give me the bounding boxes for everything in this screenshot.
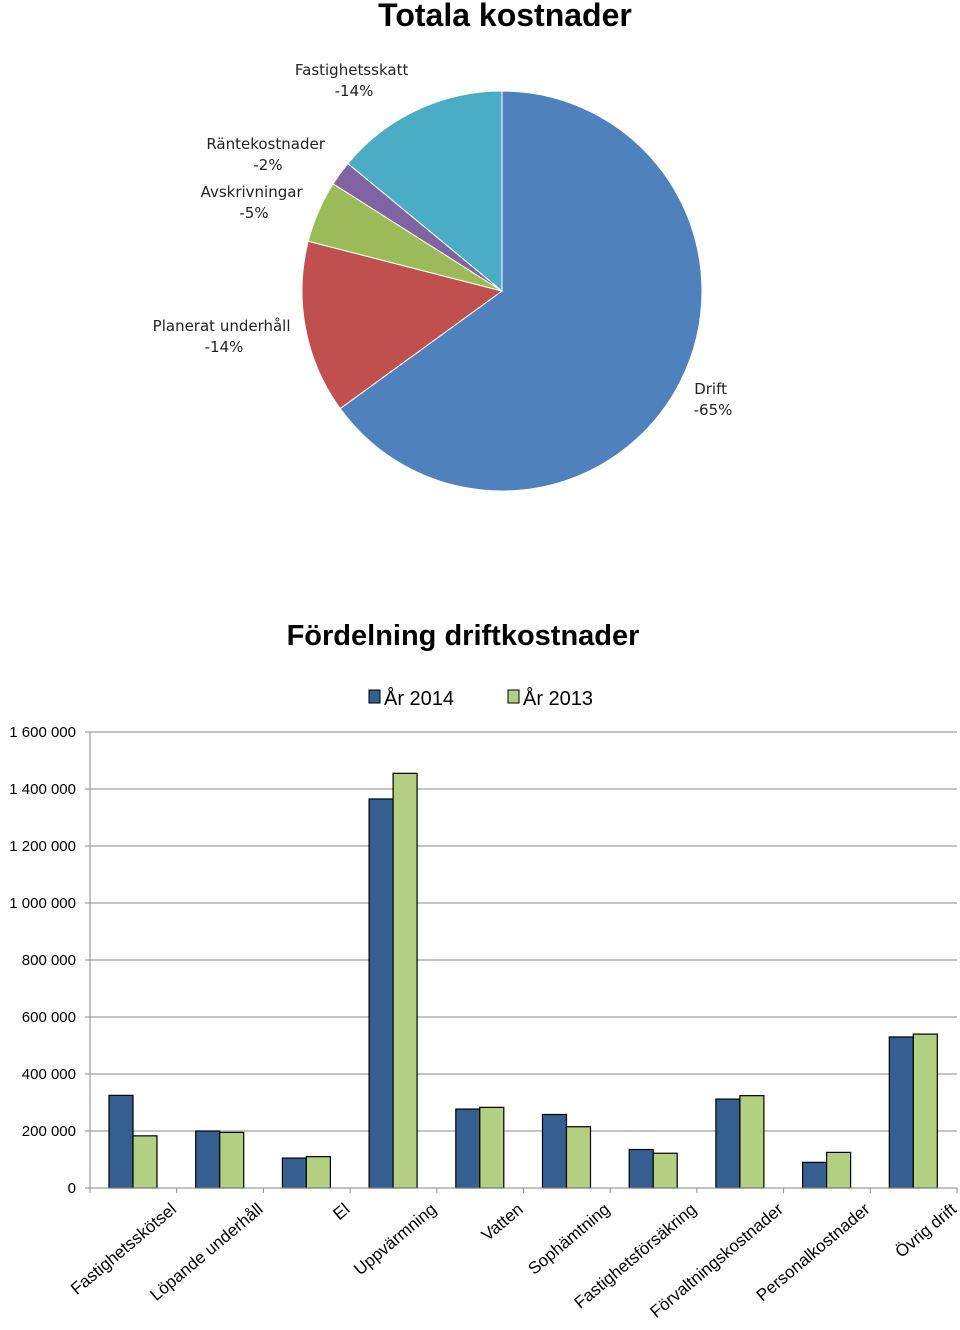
x-label-el: El (330, 1200, 354, 1224)
pie-title: Totala kostnader (378, 0, 632, 33)
pie-label-avskrivningar: Avskrivningar -5% (201, 183, 308, 222)
legend: År 2014 År 2013 (368, 687, 593, 710)
x-label-lopande-underhall: Löpande underhåll (147, 1200, 267, 1305)
x-label-sophamtning: Sophämtning (524, 1200, 613, 1279)
legend-swatch-2013 (507, 689, 520, 704)
pie-label-fastighetsskatt: Fastighetsskatt -14% (295, 61, 413, 100)
x-label-personalkostnader: Personalkostnader (753, 1199, 874, 1305)
bar-ar-2014-fastighetsforsakring (628, 1148, 654, 1189)
bar-ar-2014-personalkostnader (801, 1161, 828, 1189)
bar-ar-2013-ovrig-drift (912, 1033, 938, 1189)
bar-ar-2013-sophamtning (565, 1126, 592, 1189)
y-tick-label: 400 000 (22, 1066, 76, 1083)
y-tick-label: 1 600 000 (9, 724, 76, 741)
y-tick-label: 1 400 000 (9, 781, 76, 798)
bar-ar-2014-uppvarmning (368, 798, 394, 1189)
pie-chart: Totala kostnader Fastighetsskatt -14% Rä… (153, 0, 733, 492)
bar-ar-2013-el (305, 1156, 331, 1189)
y-tick-label: 800 000 (22, 952, 76, 969)
bar-ar-2013-fastighetsforsakring (652, 1152, 678, 1189)
legend-label-2014: År 2014 (384, 687, 454, 710)
pie-slice-drift (339, 90, 703, 492)
x-label-fastighetsforsakring: Fastighetsförsäkring (571, 1200, 700, 1313)
bar-ar-2013-lopande-underhall (219, 1131, 245, 1189)
x-label-fastighetsskotsel: Fastighetsskötsel (67, 1200, 180, 1299)
bar-ar-2014-ovrig-drift (888, 1036, 914, 1189)
bar-ar-2013-uppvarmning (392, 772, 418, 1189)
pie-label-rantekostnader: Räntekostnader -2% (206, 135, 329, 174)
pie-label-drift: Drift -65% (694, 380, 733, 419)
pie-slice-fastighetsskatt (347, 90, 503, 293)
legend-swatch-2014 (368, 689, 381, 704)
bar-ar-2013-fastighetsskotsel (132, 1135, 158, 1189)
bar-ar-2013-forvaltningskostnader (739, 1095, 765, 1189)
bar-ar-2014-el (281, 1157, 307, 1189)
bar-ar-2013-personalkostnader (825, 1151, 852, 1189)
bar-ar-2014-sophamtning (541, 1113, 568, 1189)
bar-ar-2014-lopande-underhall (195, 1130, 221, 1189)
y-tick-label: 0 (68, 1180, 76, 1197)
x-label-vatten: Vatten (478, 1200, 527, 1245)
bar-ar-2014-vatten (455, 1108, 481, 1189)
x-label-ovrig-drift: Övrig drift (892, 1199, 960, 1261)
y-tick-label: 1 200 000 (9, 838, 76, 855)
x-label-forvaltningskostnader: Förvaltningskostnader (646, 1199, 787, 1321)
bar-ar-2014-fastighetsskotsel (108, 1094, 134, 1189)
pie-slice-planerat-underhall (301, 240, 504, 410)
legend-label-2013: År 2013 (523, 687, 593, 710)
y-tick-label: 1 000 000 (9, 895, 76, 912)
bar-ar-2013-vatten (479, 1106, 505, 1189)
bar-title: Fördelning driftkostnader (287, 620, 640, 652)
y-tick-label: 600 000 (22, 1009, 76, 1026)
pie-label-planerat-underhall: Planerat underhåll -14% (153, 317, 296, 356)
bar-ar-2014-forvaltningskostnader (715, 1098, 741, 1189)
x-label-uppvarmning: Uppvärmning (350, 1200, 440, 1280)
y-tick-label: 200 000 (22, 1123, 76, 1140)
